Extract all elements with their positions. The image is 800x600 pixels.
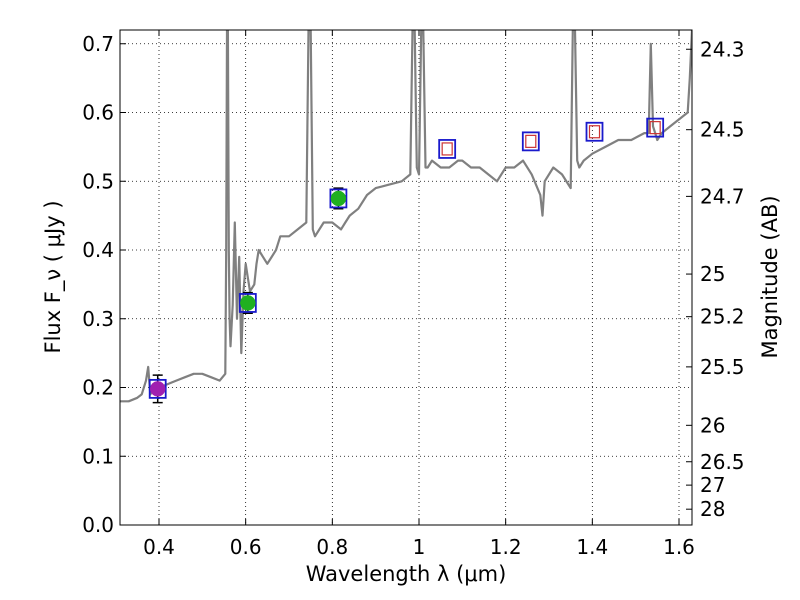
- y-tick-label: 0.5: [82, 169, 114, 193]
- x-tick-label: 1.2: [490, 535, 522, 559]
- x-axis-label: Wavelength λ (μm): [306, 562, 507, 586]
- right-y-axis-label: Magnitude (AB): [758, 195, 782, 358]
- y-tick-label: 0.2: [82, 376, 114, 400]
- photometry-square-marker: [148, 378, 167, 399]
- x-tick-label: 1: [413, 535, 426, 559]
- spectrum-layer: [120, 30, 692, 403]
- model-square-marker: [588, 125, 601, 139]
- y-tick-label: 0.7: [82, 32, 114, 56]
- right-y-tick-label: 25.2: [700, 305, 745, 329]
- x-tick-label: 1.4: [576, 535, 608, 559]
- right-y-tick-label: 25.5: [700, 355, 745, 379]
- y-tick-label: 0.1: [82, 444, 114, 468]
- right-y-tick-label: 24.5: [700, 118, 745, 142]
- plot-frame: [119, 29, 693, 526]
- photometry-square-marker: [329, 188, 348, 209]
- photometry-square-marker: [438, 139, 457, 159]
- right-y-tick-label: 24.3: [700, 37, 745, 61]
- x-tick-label: 1.6: [663, 535, 695, 559]
- plot-background: [120, 30, 692, 525]
- photometry-point: [149, 381, 166, 397]
- right-y-tick-label: 26.5: [700, 450, 745, 474]
- y-tick-label: 0.4: [82, 238, 114, 262]
- model-square-marker: [525, 134, 537, 148]
- right-y-tick-label: 26: [700, 413, 725, 437]
- y-tick-label: 0.0: [82, 513, 114, 537]
- photometry-point: [330, 190, 347, 207]
- photometry-square-marker: [646, 117, 665, 138]
- points-layer: [148, 117, 665, 404]
- model-square-marker: [649, 121, 661, 135]
- right-y-tick-label: 27: [700, 473, 725, 497]
- photometry-square-marker: [238, 293, 257, 313]
- photometry-point: [240, 295, 256, 311]
- model-square-marker: [441, 142, 453, 156]
- x-tick-label: 0.6: [230, 535, 262, 559]
- y-axis-label: Flux F_ν ( μJy ): [41, 200, 66, 353]
- photometry-square-marker: [521, 131, 540, 152]
- right-y-tick-label: 24.7: [700, 184, 745, 208]
- y-tick-label: 0.3: [82, 307, 114, 331]
- ticks: 0.4 0.6 0.8 1 1.2 1.4 1.6 0.0 0.1 0.2 0.3 0.4 0.5 0.6…: [82, 30, 745, 559]
- photometry-square-marker: [585, 121, 604, 142]
- x-tick-label: 0.4: [143, 535, 175, 559]
- right-y-tick-label: 25: [700, 262, 725, 286]
- model-spectrum-line: [120, 30, 692, 403]
- right-y-tick-label: 28: [700, 497, 725, 521]
- y-tick-label: 0.6: [82, 101, 114, 125]
- x-tick-label: 0.8: [316, 535, 348, 559]
